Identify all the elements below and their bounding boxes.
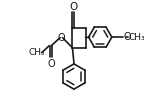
Text: CH₃: CH₃ [29, 48, 45, 57]
Text: O: O [124, 32, 132, 42]
Text: O: O [57, 33, 65, 43]
Text: O: O [47, 59, 55, 69]
Text: CH₃: CH₃ [128, 33, 145, 42]
Text: O: O [69, 2, 77, 12]
